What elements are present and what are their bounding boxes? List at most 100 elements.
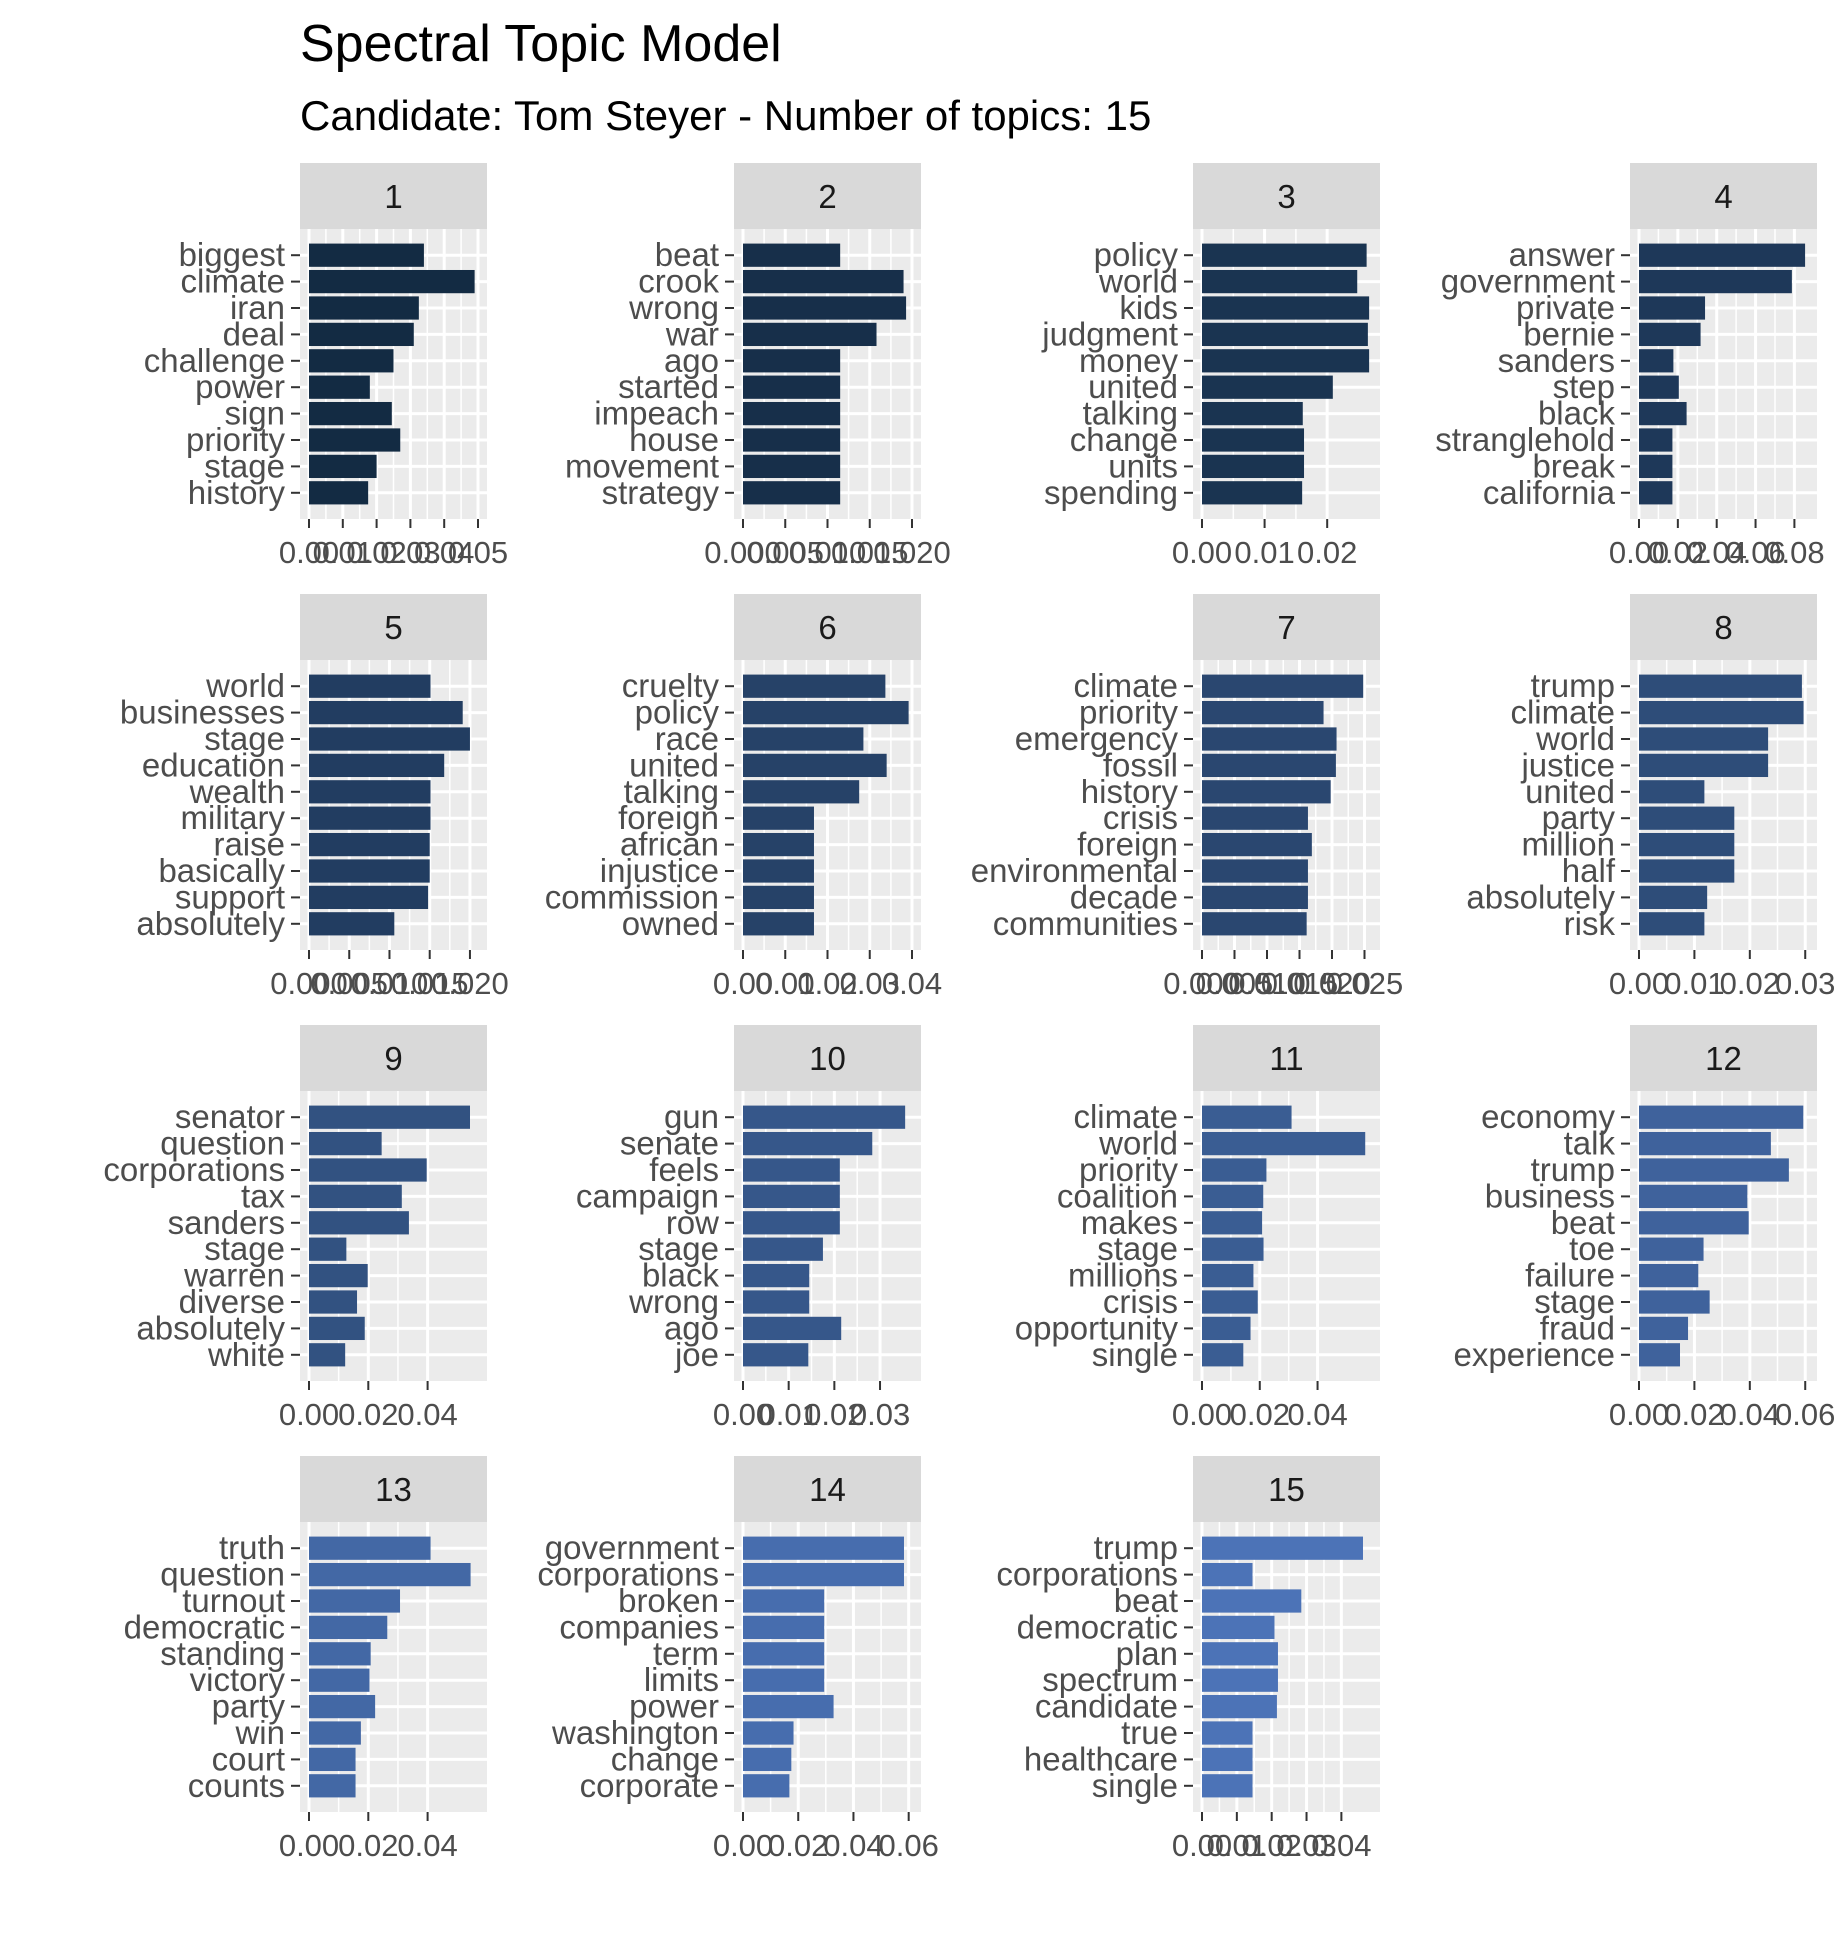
facet-strip-label: 7 xyxy=(1277,609,1295,646)
facet-panel-13: 13 0.000.020.04 truthquestionturnoutdemocr… xyxy=(124,1456,487,1863)
bar-million xyxy=(1639,832,1735,857)
category-label-power: power xyxy=(629,1688,719,1725)
category-label-basically: basically xyxy=(158,852,285,889)
category-label-raise: raise xyxy=(213,826,285,863)
category-label-sign: sign xyxy=(224,395,285,432)
facet-strip xyxy=(300,1456,487,1522)
category-label-sanders: sanders xyxy=(1498,342,1615,379)
category-label-campaign: campaign xyxy=(576,1177,719,1214)
x-tick-label: 0.03 xyxy=(1276,1828,1336,1863)
x-tick-label: 0.010 xyxy=(1228,966,1306,1001)
bar-african xyxy=(743,832,814,857)
bar-owned xyxy=(743,912,814,936)
category-label-coalition: coalition xyxy=(1057,1177,1178,1214)
category-label-absolutely: absolutely xyxy=(136,1309,285,1346)
bar-wrong xyxy=(743,1290,810,1314)
facet-panel-4: 4 0.000.020.040.060.08 answergovernmentpri… xyxy=(1435,163,1825,570)
category-label-commission: commission xyxy=(545,878,719,915)
category-label-washington: washington xyxy=(551,1714,719,1751)
facet-strip-label: 15 xyxy=(1268,1471,1305,1508)
category-label-democratic: democratic xyxy=(124,1608,285,1645)
x-tick-label: 0.05 xyxy=(448,535,508,570)
x-tick-label: 0.00 xyxy=(1609,535,1669,570)
facet-strip xyxy=(300,594,487,660)
bar-talking xyxy=(743,780,860,804)
category-label-race: race xyxy=(655,720,719,757)
category-label-answer: answer xyxy=(1509,236,1615,273)
category-label-plan: plan xyxy=(1116,1635,1178,1672)
bar-impeach xyxy=(743,401,841,426)
bar-warren xyxy=(309,1263,368,1288)
facet-panel-10: 10 0.000.010.020.03 gunsenatefeelscampaign… xyxy=(576,1025,921,1432)
bar-united xyxy=(743,753,887,778)
category-label-trump: trump xyxy=(1094,1529,1178,1566)
bar-units xyxy=(1202,454,1305,479)
bar-climate xyxy=(1639,700,1804,725)
category-label-failure: failure xyxy=(1525,1257,1615,1294)
x-tick-label: 0.020 xyxy=(1293,966,1371,1001)
category-label-strategy: strategy xyxy=(602,474,720,511)
category-label-opportunity: opportunity xyxy=(1015,1309,1179,1346)
x-tick-label: 0.04 xyxy=(397,1828,457,1863)
category-label-challenge: challenge xyxy=(144,342,285,379)
x-tick-label: 0.00 xyxy=(1172,1828,1232,1863)
facet-strip-label: 1 xyxy=(384,178,402,215)
bar-candidate xyxy=(1202,1694,1277,1719)
bar-absolutely xyxy=(309,912,395,936)
facet-strip xyxy=(734,163,921,229)
bar-raise xyxy=(309,832,430,857)
bar-government xyxy=(743,1536,904,1560)
bar-decade xyxy=(1202,885,1308,910)
category-label-democratic: democratic xyxy=(1017,1608,1178,1645)
x-tick-label: 0.06 xyxy=(1725,535,1785,570)
category-label-justice: justice xyxy=(1520,746,1615,783)
category-label-crisis: crisis xyxy=(1103,1283,1178,1320)
x-tick-label: 0.02 xyxy=(1664,1397,1724,1432)
category-label-spectrum: spectrum xyxy=(1042,1661,1178,1698)
bar-policy xyxy=(743,700,909,725)
facet-panel-11: 11 0.000.020.04 climateworldprioritycoalit… xyxy=(1015,1025,1380,1432)
category-label-businesses: businesses xyxy=(120,694,285,731)
category-label-corporate: corporate xyxy=(580,1767,719,1804)
bar-ago xyxy=(743,1316,842,1341)
bar-money xyxy=(1202,349,1370,373)
bar-strategy xyxy=(743,481,841,505)
bar-talking xyxy=(1202,401,1303,426)
x-tick-label: 0.005 xyxy=(310,966,388,1001)
x-tick-label: 0.00 xyxy=(279,535,339,570)
bar-black xyxy=(743,1263,810,1288)
bar-democratic xyxy=(1202,1615,1275,1640)
x-tick-label: 0.04 xyxy=(1287,1397,1347,1432)
bar-win xyxy=(309,1721,361,1745)
category-label-united: united xyxy=(1088,368,1178,405)
category-label-education: education xyxy=(142,746,285,783)
category-label-emergency: emergency xyxy=(1015,720,1179,757)
x-tick-label: 0.03 xyxy=(1775,966,1834,1001)
category-label-corporations: corporations xyxy=(996,1556,1178,1593)
category-label-absolutely: absolutely xyxy=(1466,878,1615,915)
category-label-wrong: wrong xyxy=(628,1283,719,1320)
bar-united xyxy=(1639,780,1705,804)
category-label-wealth: wealth xyxy=(189,773,285,810)
bar-experience xyxy=(1639,1343,1681,1367)
bar-feels xyxy=(743,1158,840,1182)
bar-priority xyxy=(309,428,401,452)
category-label-stage: stage xyxy=(1097,1230,1178,1267)
bar-stage xyxy=(1639,1290,1710,1314)
category-label-business: business xyxy=(1485,1177,1615,1214)
facet-panel-12: 12 0.000.020.040.06 economytalktrumpbusine… xyxy=(1454,1025,1834,1432)
bar-half xyxy=(1639,859,1735,883)
bar-deal xyxy=(309,322,414,347)
category-label-win: win xyxy=(234,1714,285,1751)
x-tick-label: 0.015 xyxy=(831,535,909,570)
facet-strip-label: 14 xyxy=(809,1471,846,1508)
bar-step xyxy=(1639,375,1679,399)
bar-corporations xyxy=(309,1158,427,1182)
bar-wrong xyxy=(743,296,907,320)
category-label-policy: policy xyxy=(1094,236,1179,273)
category-label-stage: stage xyxy=(204,447,285,484)
x-tick-label: 0.04 xyxy=(1687,535,1747,570)
category-label-victory: victory xyxy=(190,1661,286,1698)
x-tick-label: 0.02 xyxy=(768,1828,828,1863)
bar-history xyxy=(1202,780,1331,804)
